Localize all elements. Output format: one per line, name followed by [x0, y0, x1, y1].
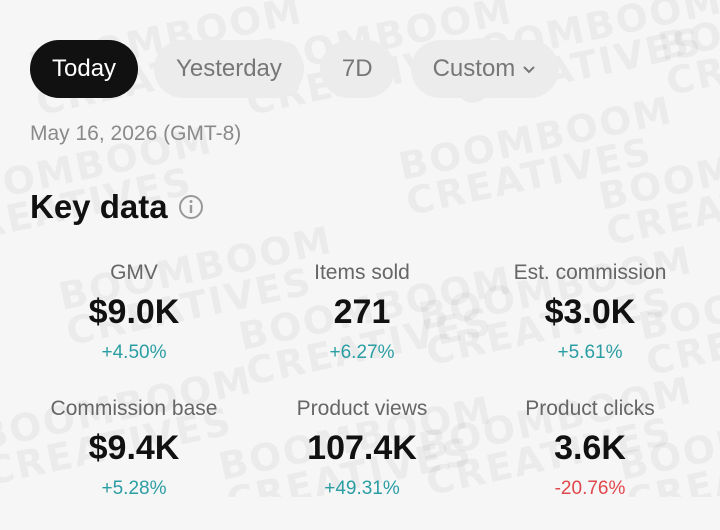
metric-value: 107.4K — [307, 429, 417, 467]
tab[interactable]: Custom — [410, 40, 560, 98]
watermark-line: CREATIVES — [602, 157, 720, 254]
info-icon[interactable] — [178, 194, 204, 220]
watermark-line: CREATIVES — [662, 7, 720, 104]
watermark: BOOMBOOMCREATIVES — [595, 118, 720, 254]
metric-change: +49.31% — [324, 478, 400, 499]
metric-change: -20.76% — [554, 478, 626, 499]
metric-value: 3.6K — [554, 429, 626, 467]
tab-label: Custom — [432, 55, 516, 82]
date: May 16, 2026 (GMT-8) — [30, 122, 242, 145]
metric-change: +5.61% — [557, 342, 623, 363]
watermark: BOOMBOOMCREATIVES — [655, 0, 720, 104]
tab-label: Yesterday — [176, 55, 282, 82]
metric-change: +4.50% — [101, 342, 167, 363]
watermark-line: BOOMBOOM — [655, 0, 720, 69]
tab[interactable]: Today — [30, 40, 139, 98]
watermark-line: BOOMBOOM — [595, 118, 720, 219]
metric-card: GMV $9.0K +4.50% — [20, 258, 248, 394]
metric-change: +5.28% — [101, 478, 167, 499]
metric-card: Product clicks 3.6K -20.76% — [476, 394, 704, 530]
metric-label: Commission base — [50, 397, 218, 420]
metric-value: $9.0K — [88, 293, 180, 331]
metric-label: Product views — [296, 397, 428, 420]
metric-label: Est. commission — [513, 261, 667, 284]
watermark-line: CREATIVES — [402, 127, 683, 224]
metric-value: $9.4K — [88, 429, 180, 467]
chevron-icon — [523, 66, 535, 74]
tab-bar: Today Yesterday 7D Custom — [30, 40, 560, 98]
metric-card: Est. commission $3.0K +5.61% — [476, 258, 704, 394]
metric-label: Items sold — [314, 261, 410, 284]
section-title-text: Key data — [30, 188, 168, 225]
tab[interactable]: Yesterday — [154, 40, 304, 98]
metric-card: Product views 107.4K +49.31% — [248, 394, 476, 530]
tab[interactable]: 7D — [319, 40, 395, 98]
metric-change: +6.27% — [329, 342, 395, 363]
section-title: Key data — [30, 188, 204, 226]
watermark: BOOMBOOMCREATIVES — [395, 88, 684, 224]
tab-label: 7D — [341, 55, 373, 82]
tab-label: Today — [52, 55, 117, 82]
metric-card: Commission base $9.4K +5.28% — [20, 394, 248, 530]
metric-grid: GMV $9.0K +4.50% Items sold 271 +6.27% Est. co… — [20, 258, 700, 530]
metric-label: GMV — [110, 261, 158, 284]
metric-label: Product clicks — [525, 397, 655, 420]
metric-card: Items sold 271 +6.27% — [248, 258, 476, 394]
watermark-line: BOOMBOOM — [395, 88, 677, 189]
screen: BOOMBOOMCREATIVESBOOMBOOMCREATIVESBOOMBO… — [0, 0, 720, 499]
metric-value: 271 — [333, 293, 391, 331]
metric-value: $3.0K — [544, 293, 636, 331]
